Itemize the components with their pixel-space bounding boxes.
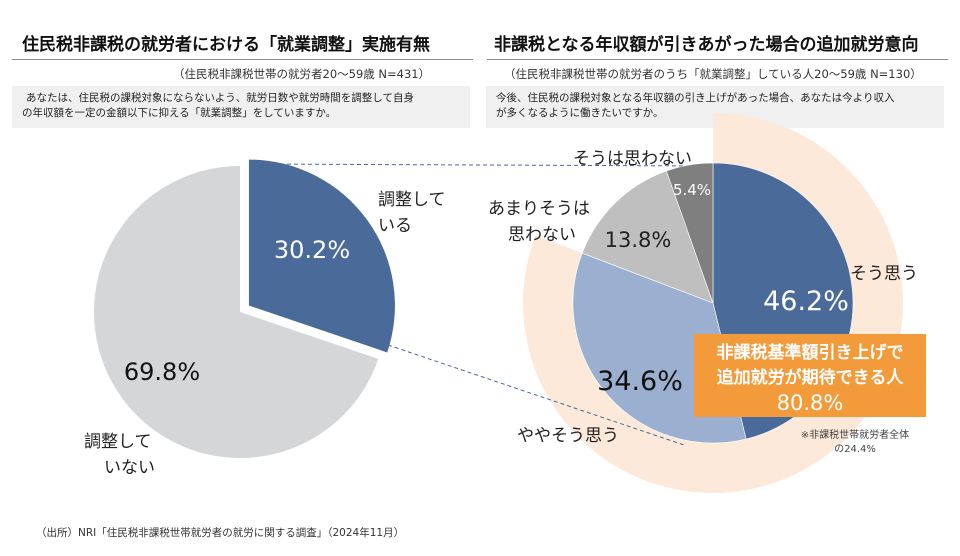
left-sample-note: （住民税非課税世帯の就労者20～59歳 N=431） — [173, 67, 431, 81]
callout-box — [694, 334, 926, 417]
right-pie-cat-somewhat-agree: ややそう思う — [517, 426, 619, 446]
left-title-divider — [12, 59, 473, 60]
callout-line-1: 非課税基準額引き上げで — [717, 342, 904, 363]
source-note: （出所）NRI「住民税非課税世帯就労者の就労に関する調査」（2024年11月） — [36, 527, 405, 539]
connector-line-bottom — [387, 344, 685, 446]
left-pie-cat-not-adjusting-line1: 調整して — [84, 432, 152, 452]
right-pie-pct-somewhat-agree: 34.6% — [597, 366, 683, 397]
left-pie-cat-adjusting-line2: いる — [378, 216, 412, 236]
right-pie-pct-disagree: 5.4% — [673, 181, 711, 199]
note-line-2: の24.4% — [834, 444, 876, 455]
right-pie-cat-somewhat-disagree-line2: 思わない — [508, 225, 576, 245]
right-pie-cat-somewhat-disagree-line1: あまりそうは — [488, 199, 590, 219]
left-pie-cat-not-adjusting-line2: いない — [104, 458, 155, 478]
left-question-line-1: あなたは、住民税の課税対象にならないよう、就労日数や就労時間を調整して自身 — [26, 92, 414, 104]
right-pie-cat-agree: そう思う — [850, 264, 918, 284]
left-question-line-2: の年収額を一定の金額以下に抑える「就業調整」をしていますか。 — [22, 107, 337, 119]
right-pie-pct-somewhat-disagree: 13.8% — [605, 228, 672, 252]
left-chart-title: 住民税非課税の就労者における「就業調整」実施有無 — [22, 35, 430, 55]
right-title-divider — [487, 59, 948, 60]
note-line-1: ※非課税世帯就労者全体 — [801, 428, 909, 441]
right-question-line-2: が多くなるように働きたいですか。 — [496, 107, 664, 119]
right-pie-cat-disagree: そうは思わない — [573, 149, 692, 169]
right-pie-slice-disagree — [666, 162, 714, 304]
right-pie-pct-agree: 46.2% — [763, 286, 849, 317]
right-chart-title: 非課税となる年収額が引きあがった場合の追加就労意向 — [494, 35, 919, 55]
right-sample-note: （住民税非課税世帯の就労者のうち「就業調整」している人20～59歳 N=130） — [504, 67, 922, 81]
callout-line-2: 追加就労が期待できる人 — [717, 367, 905, 388]
left-pie-slice-not-adjusting — [94, 166, 379, 458]
right-question-line-1: 今後、住民税の課税対象となる年収額の引き上げがあった場合、あなたは今より収入 — [496, 92, 895, 104]
left-pie-slice-adjusting — [248, 159, 395, 353]
left-pie-cat-adjusting-line1: 調整して — [378, 190, 446, 210]
callout-value: 80.8% — [777, 391, 844, 415]
right-pie-slice-somewhat-disagree — [581, 170, 714, 304]
left-question-box: あなたは、住民税の課税対象にならないよう、就労日数や就労時間を調整して自身 の年… — [12, 86, 470, 128]
left-pie-pct-not-adjusting: 69.8% — [124, 358, 200, 386]
left-pie-pct-adjusting: 30.2% — [274, 236, 350, 264]
